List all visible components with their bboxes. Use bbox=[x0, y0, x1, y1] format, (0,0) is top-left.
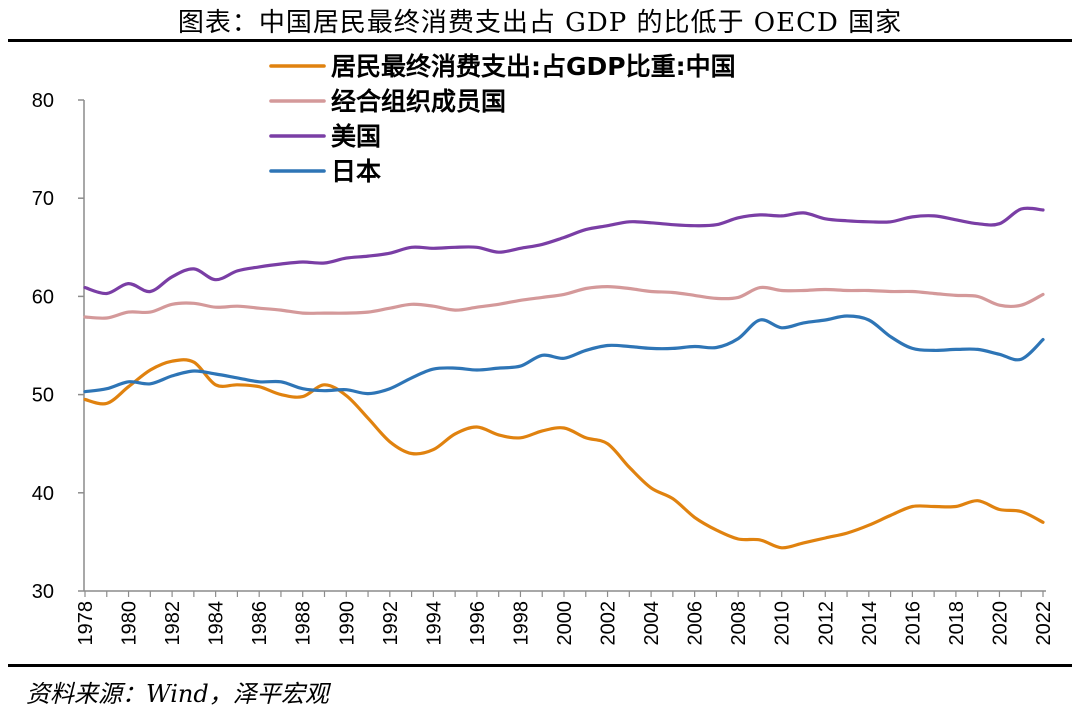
x-tick-label: 2016 bbox=[902, 601, 924, 646]
series-line-1 bbox=[83, 285, 1045, 320]
legend-label-2: 美国 bbox=[331, 122, 381, 151]
x-tick-label: 1990 bbox=[336, 601, 358, 646]
series-group bbox=[83, 206, 1045, 550]
y-tick-label: 80 bbox=[32, 90, 54, 112]
y-tick-label: 40 bbox=[32, 483, 54, 505]
x-tick-label: 1986 bbox=[249, 601, 271, 646]
x-tick-label: 1992 bbox=[380, 601, 402, 646]
x-tick-label: 2012 bbox=[815, 601, 837, 646]
line-chart: 30 40 50 60 70 80 1978 1980 1982 1984 1986 1988 1990… bbox=[32, 52, 1055, 646]
x-tick-label: 1984 bbox=[206, 601, 228, 646]
bottom-rule bbox=[8, 664, 1072, 667]
x-tick-label: 2006 bbox=[685, 601, 707, 646]
axes: 30 40 50 60 70 80 1978 1980 1982 1984 1986 1988 1990… bbox=[32, 90, 1055, 646]
x-tick-label: 2008 bbox=[728, 601, 750, 646]
x-tick-label: 1980 bbox=[119, 601, 141, 646]
x-tick-label: 1996 bbox=[467, 601, 489, 646]
series-line-2 bbox=[83, 206, 1045, 296]
x-tick-label: 2014 bbox=[859, 601, 881, 646]
x-tick-label: 2002 bbox=[598, 601, 620, 646]
series-line-3 bbox=[83, 314, 1045, 396]
chart-title: 图表：中国居民最终消费支出占 GDP 的比低于 OECD 国家 bbox=[177, 8, 903, 38]
source-note: 资料来源：Wind，泽平宏观 bbox=[26, 680, 329, 708]
x-tick-label: 2010 bbox=[772, 601, 794, 646]
series-line-0 bbox=[83, 358, 1045, 550]
y-tick-label: 60 bbox=[32, 286, 54, 308]
x-tick-label: 2018 bbox=[946, 601, 968, 646]
top-rule bbox=[8, 39, 1072, 42]
legend-label-0: 居民最终消费支出:占GDP比重:中国 bbox=[331, 52, 736, 81]
x-tick-label: 2020 bbox=[989, 601, 1011, 646]
legend-label-3: 日本 bbox=[331, 157, 381, 186]
x-tick-label: 1988 bbox=[293, 601, 315, 646]
y-tick-label: 70 bbox=[32, 188, 54, 210]
y-tick-label: 30 bbox=[32, 581, 54, 603]
x-tick-label: 1998 bbox=[510, 601, 532, 646]
x-tick-label: 1982 bbox=[162, 601, 184, 646]
y-tick-label: 50 bbox=[32, 385, 54, 407]
x-tick-label: 2004 bbox=[641, 601, 663, 646]
legend-label-1: 经合组织成员国 bbox=[331, 87, 506, 116]
x-tick-label: 1994 bbox=[423, 601, 445, 646]
x-tick-label: 2022 bbox=[1033, 601, 1055, 646]
x-tick-label: 1978 bbox=[75, 601, 97, 646]
x-tick-label: 2000 bbox=[554, 601, 576, 646]
